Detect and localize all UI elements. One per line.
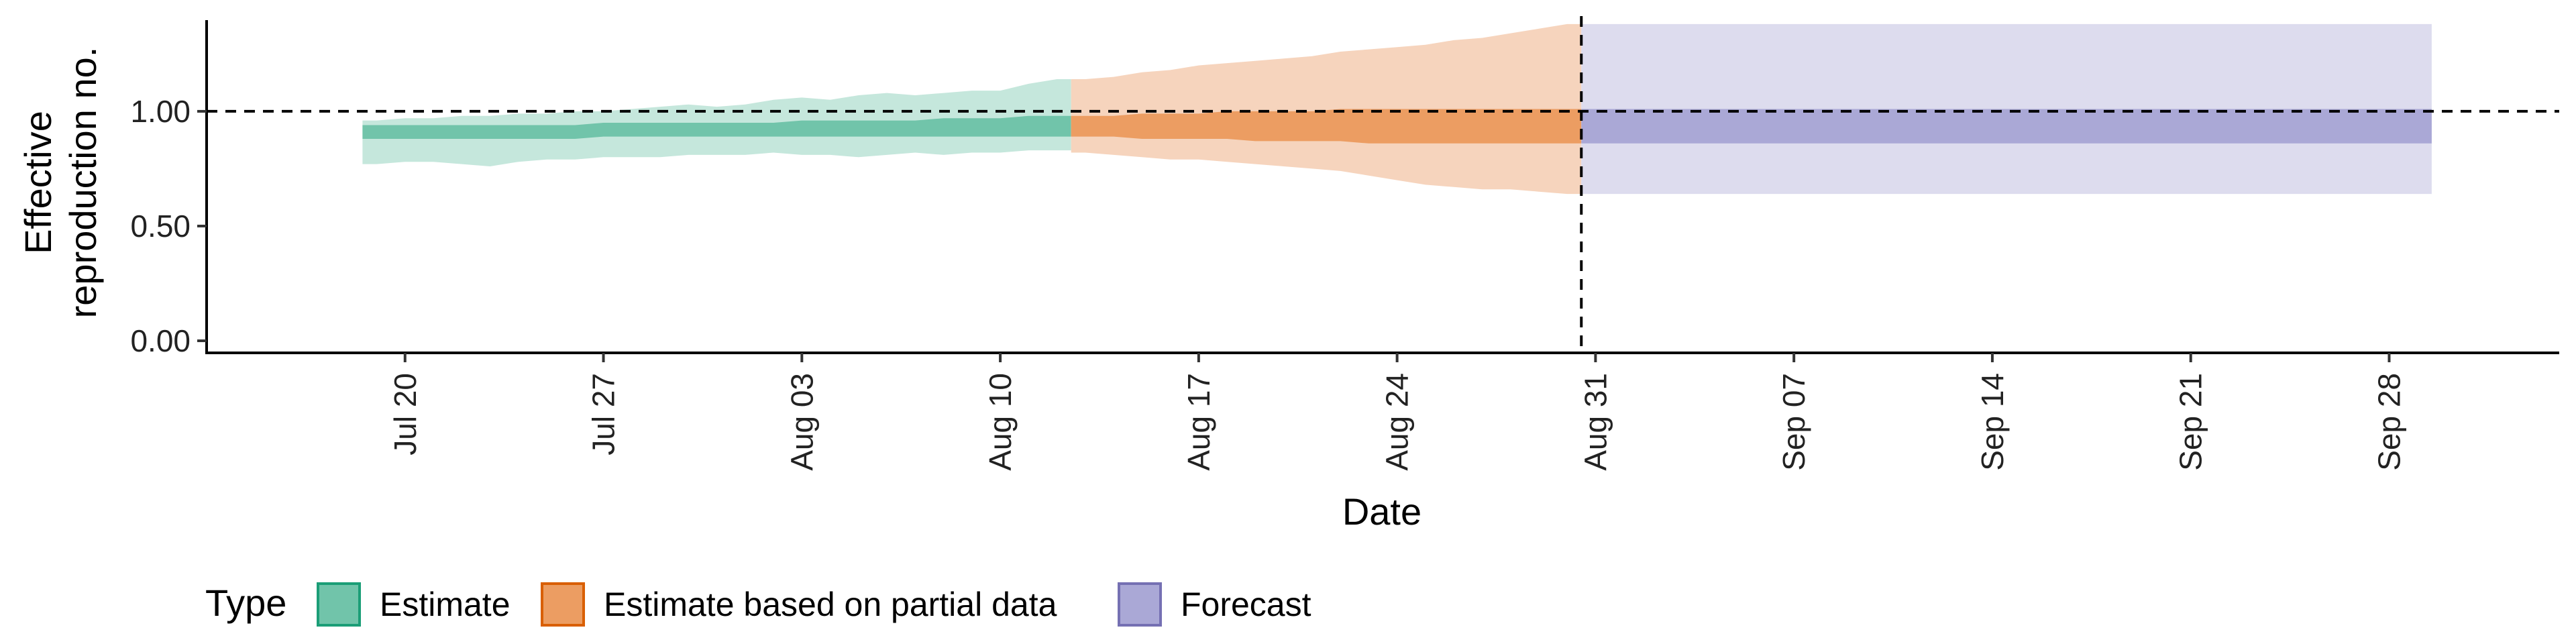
x-ticks: Jul 20 Jul 27 Aug 03 Aug 10 Aug 17 Aug 24 Aug …	[388, 353, 2407, 471]
x-tick-label: Aug 17	[1181, 373, 1216, 471]
legend-label-estimate-based-on-partial-data: Estimate based on partial data	[604, 586, 1057, 623]
legend-title: Type	[205, 582, 286, 624]
y-tick-label: 0.50	[130, 209, 191, 244]
band-inner-estimate	[362, 115, 1071, 139]
x-tick-label: Aug 31	[1578, 373, 1613, 471]
band-outer-estimate-based-on-partial-data	[1071, 23, 1582, 195]
band-inner-forecast	[1581, 109, 2432, 144]
legend-key-forecast	[1118, 582, 1162, 627]
y-axis-label-line1: Effective	[17, 111, 59, 254]
axes	[205, 20, 2559, 354]
legend: Type Estimate Estimate based on partial d…	[205, 582, 1311, 627]
legend-label-forecast: Forecast	[1181, 586, 1311, 623]
x-tick-label: Aug 24	[1380, 373, 1415, 471]
x-tick-label: Sep 14	[1975, 373, 2010, 471]
x-tick-label: Sep 21	[2174, 373, 2208, 471]
legend-key-estimate	[317, 582, 361, 627]
y-tick-label: 0.00	[130, 323, 191, 358]
band-inner-estimate-based-on-partial-data	[1071, 109, 1582, 144]
plot-bands	[362, 23, 2432, 195]
x-tick-label: Aug 10	[983, 373, 1018, 471]
y-ticks: 0.00 0.50 1.00	[130, 94, 207, 358]
legend-key-estimate-based-on-partial-data	[541, 582, 585, 627]
x-tick-label: Aug 03	[784, 373, 819, 471]
x-axis-label: Date	[1342, 490, 1421, 533]
x-tick-label: Jul 20	[388, 373, 423, 455]
x-tick-label: Sep 07	[1776, 373, 1811, 471]
y-tick-label: 1.00	[130, 94, 191, 129]
x-tick-label: Sep 28	[2372, 373, 2407, 471]
legend-label-estimate: Estimate	[380, 586, 511, 623]
y-axis-label-line2: reproduction no.	[62, 47, 104, 319]
reference-lines	[207, 16, 2559, 353]
x-tick-label: Jul 27	[586, 373, 621, 455]
